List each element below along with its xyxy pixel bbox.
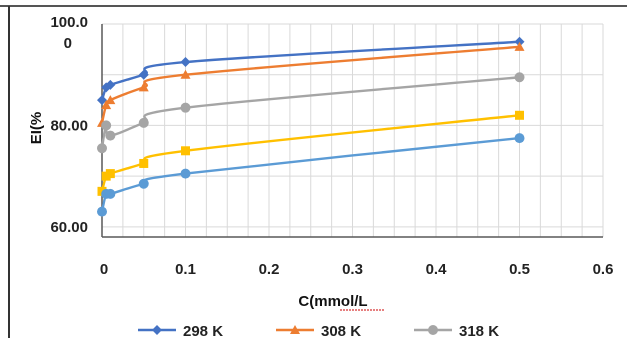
data-point: [180, 102, 191, 113]
y-tick-label: 100.0 0: [50, 14, 88, 52]
legend-entry: 318 K: [414, 323, 499, 340]
y-axis-label: EI(%: [28, 112, 45, 145]
data-point: [514, 36, 525, 47]
legend-entry: 308 K: [276, 323, 361, 340]
data-point: [101, 120, 112, 131]
data-point: [105, 169, 115, 179]
data-point: [138, 82, 149, 92]
x-tick-label: 0.3: [342, 261, 363, 278]
data-point: [105, 130, 116, 141]
x-tick-label: 0: [100, 261, 108, 278]
legend-label: 308 K: [321, 323, 361, 338]
data-point: [180, 69, 191, 79]
legend-label: 318 K: [459, 323, 499, 338]
data-point: [97, 143, 107, 154]
data-point: [138, 117, 149, 128]
data-point: [181, 146, 190, 156]
legend-marker: [290, 325, 300, 334]
data-point: [101, 100, 112, 110]
data-point: [105, 95, 116, 105]
data-point: [105, 188, 116, 199]
legend-marker: [152, 325, 162, 335]
x-tick-label: 0.6: [593, 261, 614, 278]
data-point: [138, 178, 149, 189]
legend-label: 298 K: [183, 323, 223, 338]
data-point: [515, 110, 524, 120]
data-point: [105, 79, 116, 90]
data-point: [514, 41, 525, 51]
data-point: [97, 206, 107, 217]
legend-entry: 298 K: [138, 323, 223, 340]
y-tick-label: 80.00: [50, 117, 88, 134]
series-3: [97, 72, 525, 154]
series-5: [97, 133, 525, 217]
x-tick-label: 0.4: [426, 261, 448, 278]
data-point: [514, 133, 525, 144]
data-point: [139, 158, 149, 168]
data-point: [180, 57, 191, 68]
data-point: [138, 69, 149, 80]
x-tick-label: 0.5: [509, 261, 530, 278]
y-tick-label: 60.00: [50, 219, 88, 236]
series-1: [97, 36, 525, 106]
legend-marker: [428, 325, 438, 335]
x-tick-label: 0.2: [259, 261, 280, 278]
data-point: [180, 168, 191, 179]
x-axis-label: C(mmol/L: [298, 293, 367, 310]
data-point: [97, 95, 107, 106]
x-tick-label: 0.1: [175, 261, 196, 278]
data-point: [514, 72, 525, 83]
